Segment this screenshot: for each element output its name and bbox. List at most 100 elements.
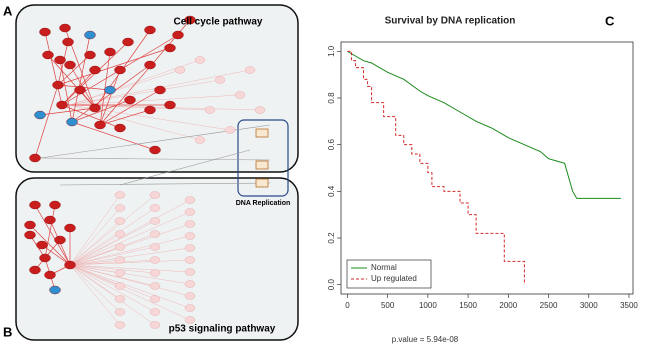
node (214, 76, 226, 84)
node (44, 270, 56, 280)
edge (61, 104, 121, 129)
node (149, 295, 161, 303)
node (44, 215, 56, 225)
edge (69, 194, 121, 266)
node (184, 304, 196, 312)
node (114, 243, 126, 251)
edge (69, 264, 191, 285)
survival-line (347, 50, 621, 199)
node (114, 123, 126, 133)
edge (99, 69, 121, 126)
node (124, 95, 136, 105)
node (149, 191, 161, 199)
edge (34, 84, 59, 159)
node (24, 230, 36, 240)
edge (69, 246, 121, 266)
edge (119, 149, 251, 186)
node (172, 30, 184, 40)
edge (69, 264, 191, 273)
x-tick-label: 500 (381, 301, 395, 310)
edge (69, 207, 121, 266)
edge (69, 264, 156, 313)
node (114, 217, 126, 225)
y-tick-label: 0.2 (327, 232, 336, 244)
edge (69, 246, 156, 266)
edge (69, 264, 191, 309)
edge (69, 199, 191, 266)
edge (69, 194, 156, 266)
node (184, 15, 196, 25)
node (114, 321, 126, 329)
edge (44, 204, 56, 259)
plot: 0 500 1000 1500 2000 2500 3000 3500 0.0 0.2 0.4 0.6… (327, 41, 638, 310)
legend-label: Normal (371, 263, 397, 272)
inset-label: DNA Replication (236, 200, 291, 207)
node (84, 50, 96, 60)
edge (44, 31, 63, 106)
node (54, 235, 66, 245)
node (149, 145, 161, 155)
node (94, 120, 106, 130)
edge (69, 264, 156, 300)
node (114, 282, 126, 290)
node (184, 220, 196, 228)
edge (69, 264, 121, 326)
node (42, 50, 54, 60)
edge (71, 99, 131, 123)
gene-box (255, 128, 269, 138)
node (66, 117, 78, 127)
node (144, 60, 156, 70)
node (254, 106, 266, 114)
node (149, 308, 161, 316)
node (84, 30, 96, 40)
node (24, 220, 36, 230)
legend-label: Up regulated (371, 274, 417, 283)
node (114, 295, 126, 303)
edge (69, 259, 121, 266)
gene-box (255, 178, 269, 188)
x-tick-label: 1000 (419, 301, 437, 310)
edge (57, 47, 171, 86)
node (114, 256, 126, 264)
node (149, 230, 161, 238)
y-tick-label: 0.6 (327, 139, 336, 151)
x-tick-label: 2500 (540, 301, 558, 310)
plot-frame (340, 41, 634, 295)
edge (69, 69, 181, 106)
node (149, 243, 161, 251)
edge (99, 109, 151, 126)
node (164, 43, 176, 53)
node (89, 103, 101, 113)
node (144, 25, 156, 35)
node (122, 37, 134, 47)
node (39, 253, 51, 263)
node (244, 66, 256, 74)
node (149, 256, 161, 264)
node (64, 60, 76, 70)
edge (69, 235, 191, 266)
y-tick-label: 1.0 (327, 45, 336, 57)
node (52, 80, 64, 90)
panel-letter: B (3, 324, 12, 339)
panel-letter: C (605, 13, 615, 28)
edge (69, 104, 261, 111)
node (174, 66, 186, 74)
node (184, 280, 196, 288)
network-diagrams (15, 4, 299, 341)
edge (69, 264, 191, 297)
edge (59, 59, 73, 123)
edge (71, 121, 156, 151)
node (184, 208, 196, 216)
panel-letter: A (3, 3, 13, 18)
node (149, 321, 161, 329)
x-tick-label: 3000 (580, 301, 598, 310)
chart-title: Survival by DNA replication (385, 16, 516, 27)
y-tick-label: 0.0 (327, 279, 336, 291)
node (224, 126, 236, 134)
edge (47, 54, 96, 109)
node (34, 110, 46, 120)
node (114, 191, 126, 199)
edge (69, 233, 121, 266)
edge (71, 34, 91, 123)
